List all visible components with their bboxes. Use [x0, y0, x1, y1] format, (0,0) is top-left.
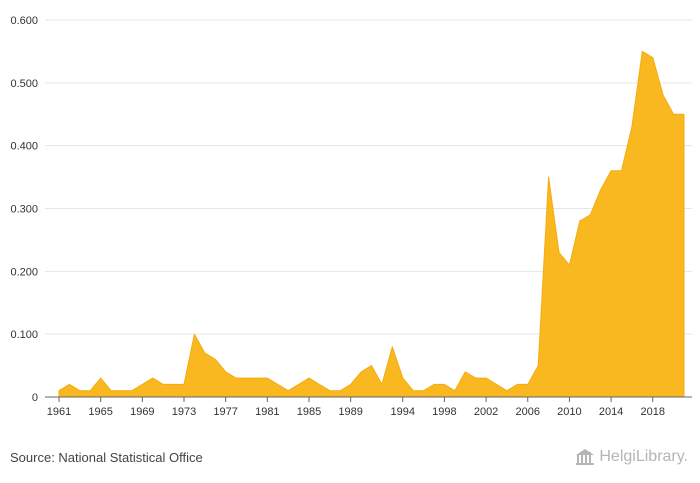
- y-tick-label: 0.200: [10, 266, 38, 278]
- library-building-icon: [576, 449, 595, 465]
- x-tick-label: 1965: [88, 406, 112, 418]
- source-note: Source: National Statistical Office: [10, 450, 203, 465]
- x-tick-label: 2006: [516, 406, 540, 418]
- x-tick-label: 1998: [432, 406, 456, 418]
- logo-text: HelgiLibrary.: [599, 448, 688, 465]
- y-axis-labels: 0 0.100 0.200 0.300 0.400 0.500 0.600: [10, 15, 38, 404]
- x-tick-label: 1961: [47, 406, 71, 418]
- x-tick-label: 1985: [297, 406, 321, 418]
- x-axis-labels: 1961 1965 1969 1973 1977 1981 1985 1989 1994 1998…: [47, 406, 665, 418]
- y-tick-label: 0.600: [10, 15, 38, 27]
- y-tick-label: 0: [32, 392, 38, 404]
- y-tick-label: 0.500: [10, 78, 38, 90]
- area-chart: 0 0.100 0.200 0.300 0.400 0.500 0.600 1961 1965…: [10, 15, 692, 418]
- x-tick-label: 1969: [130, 406, 154, 418]
- axes: [45, 396, 692, 402]
- x-tick-label: 1989: [338, 406, 362, 418]
- x-tick-label: 1981: [255, 406, 279, 418]
- x-tick-label: 1973: [172, 406, 196, 418]
- x-tick-label: 1994: [391, 406, 415, 418]
- y-tick-label: 0.300: [10, 204, 38, 216]
- x-tick-label: 2002: [474, 406, 498, 418]
- y-tick-label: 0.400: [10, 141, 38, 153]
- x-tick-label: 1977: [213, 406, 237, 418]
- area-series: [58, 50, 685, 398]
- x-tick-label: 2014: [599, 406, 623, 418]
- area-fill: [58, 50, 685, 398]
- y-tick-label: 0.100: [10, 329, 38, 341]
- x-tick-label: 2010: [557, 406, 581, 418]
- x-tick-label: 2018: [641, 406, 665, 418]
- helgi-library-logo: HelgiLibrary.: [575, 448, 688, 466]
